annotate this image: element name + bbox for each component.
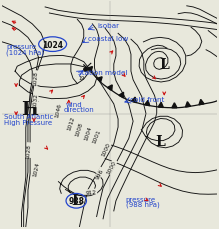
- Text: H: H: [22, 101, 39, 119]
- Text: L: L: [159, 58, 169, 72]
- Text: High Pressure: High Pressure: [4, 119, 53, 125]
- Polygon shape: [87, 67, 92, 73]
- Polygon shape: [145, 101, 150, 106]
- Text: coastal low: coastal low: [88, 36, 128, 42]
- Text: L: L: [155, 134, 165, 148]
- Text: wind: wind: [65, 101, 82, 107]
- Text: South Atlantic: South Atlantic: [4, 114, 54, 120]
- Polygon shape: [158, 103, 163, 108]
- Polygon shape: [199, 100, 204, 105]
- Text: 1000: 1000: [106, 160, 117, 175]
- Text: direction: direction: [63, 107, 94, 113]
- Text: pressure: pressure: [125, 196, 156, 202]
- Text: cold front: cold front: [130, 97, 164, 103]
- Polygon shape: [119, 93, 124, 98]
- Text: pressure: pressure: [7, 44, 37, 50]
- Polygon shape: [108, 85, 112, 91]
- Polygon shape: [172, 103, 177, 108]
- Polygon shape: [131, 98, 136, 103]
- Text: 1001: 1001: [92, 128, 102, 144]
- Text: L: L: [71, 193, 81, 207]
- Text: 1032: 1032: [32, 92, 39, 107]
- Polygon shape: [97, 77, 102, 83]
- Text: 1024: 1024: [33, 161, 41, 176]
- Text: isobar: isobar: [98, 23, 120, 29]
- Text: station model: station model: [78, 70, 128, 76]
- Text: 988: 988: [68, 196, 84, 205]
- Text: 912: 912: [85, 189, 97, 195]
- Text: 996: 996: [95, 167, 105, 179]
- Text: 1008: 1008: [75, 121, 84, 137]
- Text: 19: 19: [79, 75, 85, 80]
- Text: 1028: 1028: [26, 143, 32, 158]
- Text: (988 hPa): (988 hPa): [125, 201, 159, 207]
- Text: (1024 hPa): (1024 hPa): [7, 49, 44, 56]
- Text: 1024: 1024: [42, 41, 63, 49]
- Text: 1028: 1028: [32, 71, 39, 86]
- Polygon shape: [185, 102, 191, 107]
- Text: 1000: 1000: [101, 142, 112, 157]
- Text: 1004: 1004: [83, 125, 93, 141]
- Text: 1046: 1046: [54, 102, 62, 118]
- Text: 1012: 1012: [66, 116, 76, 131]
